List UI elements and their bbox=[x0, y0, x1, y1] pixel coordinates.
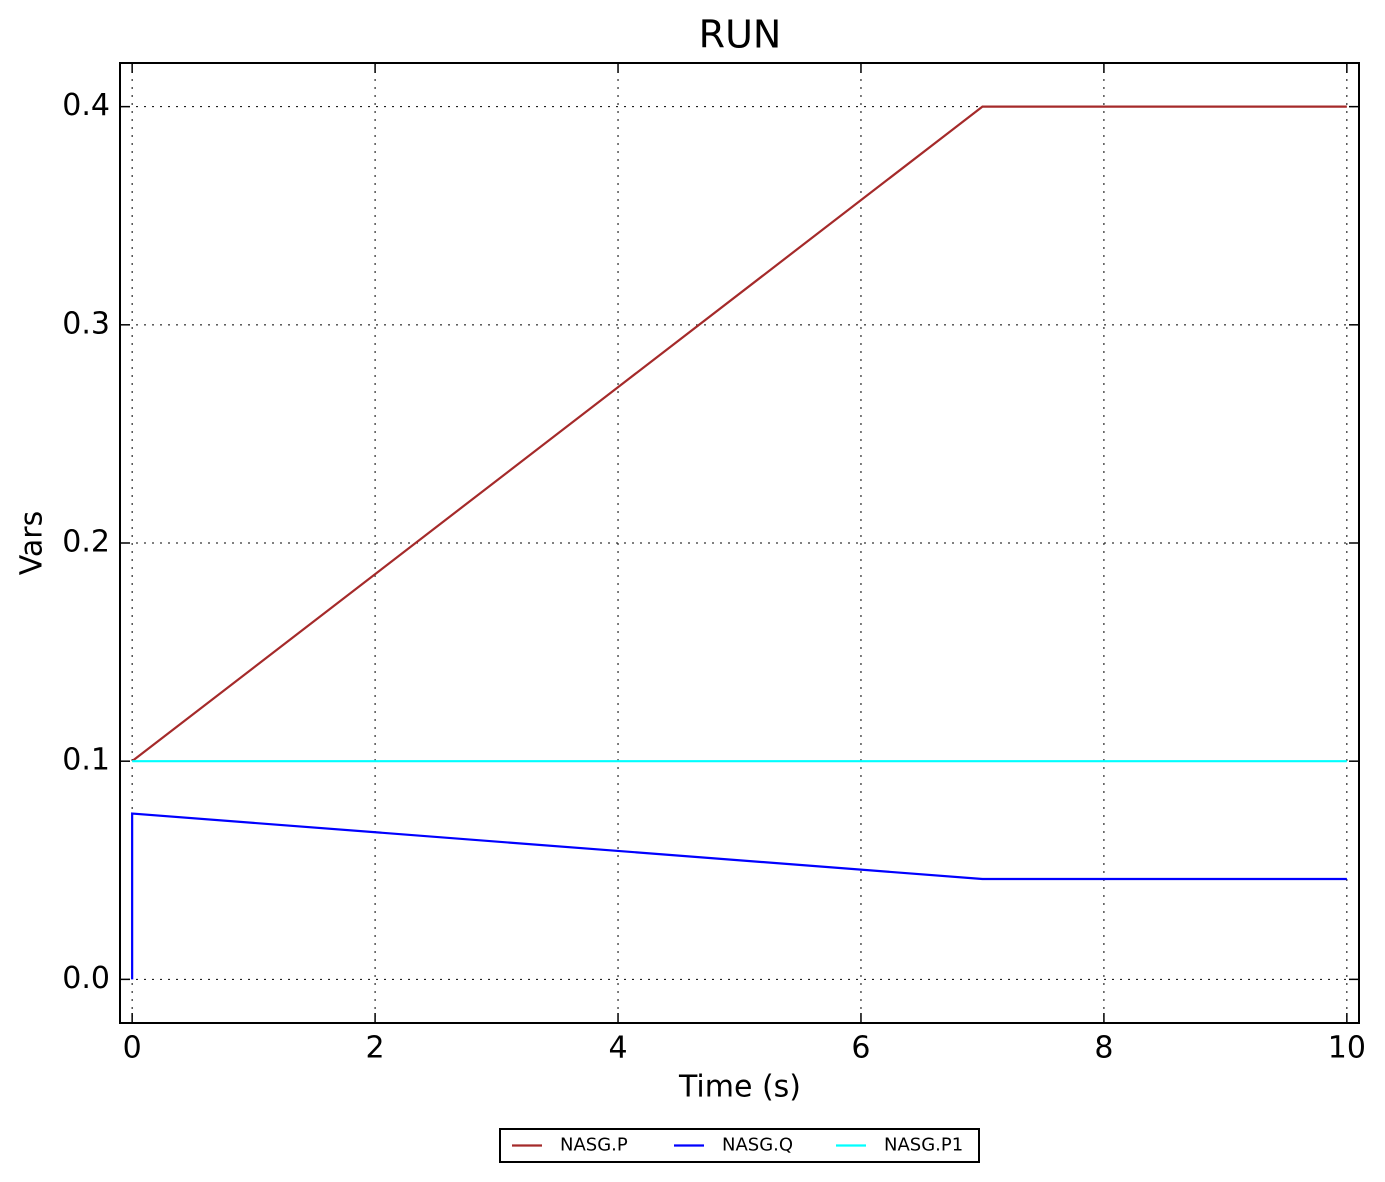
y-tick-label: 0.0 bbox=[62, 961, 110, 996]
line-series bbox=[131, 105, 1347, 763]
x-tick-label: 2 bbox=[366, 1031, 385, 1066]
y-axis-label: Vars bbox=[15, 511, 50, 576]
x-tick-label: 0 bbox=[123, 1031, 142, 1066]
y-tick-label: 0.3 bbox=[62, 306, 110, 341]
x-axis-label: Time (s) bbox=[678, 1070, 801, 1105]
plot-frame bbox=[119, 62, 1360, 1024]
y-tick-label: 0.2 bbox=[62, 525, 110, 560]
legend-box bbox=[499, 1128, 980, 1163]
x-tick-label: 10 bbox=[1328, 1031, 1366, 1066]
chart-title: RUN bbox=[699, 13, 782, 57]
x-tick-label: 4 bbox=[608, 1031, 627, 1066]
legend-label: NASG.P1 bbox=[884, 1135, 963, 1156]
legend-label: NASG.P bbox=[560, 1135, 628, 1156]
x-tick-label: 6 bbox=[851, 1031, 870, 1066]
legend-label: NASG.Q bbox=[722, 1135, 793, 1156]
line-series bbox=[131, 812, 1347, 980]
y-tick-label: 0.1 bbox=[62, 743, 110, 778]
y-tick-label: 0.4 bbox=[62, 88, 110, 123]
x-tick-label: 8 bbox=[1094, 1031, 1113, 1066]
